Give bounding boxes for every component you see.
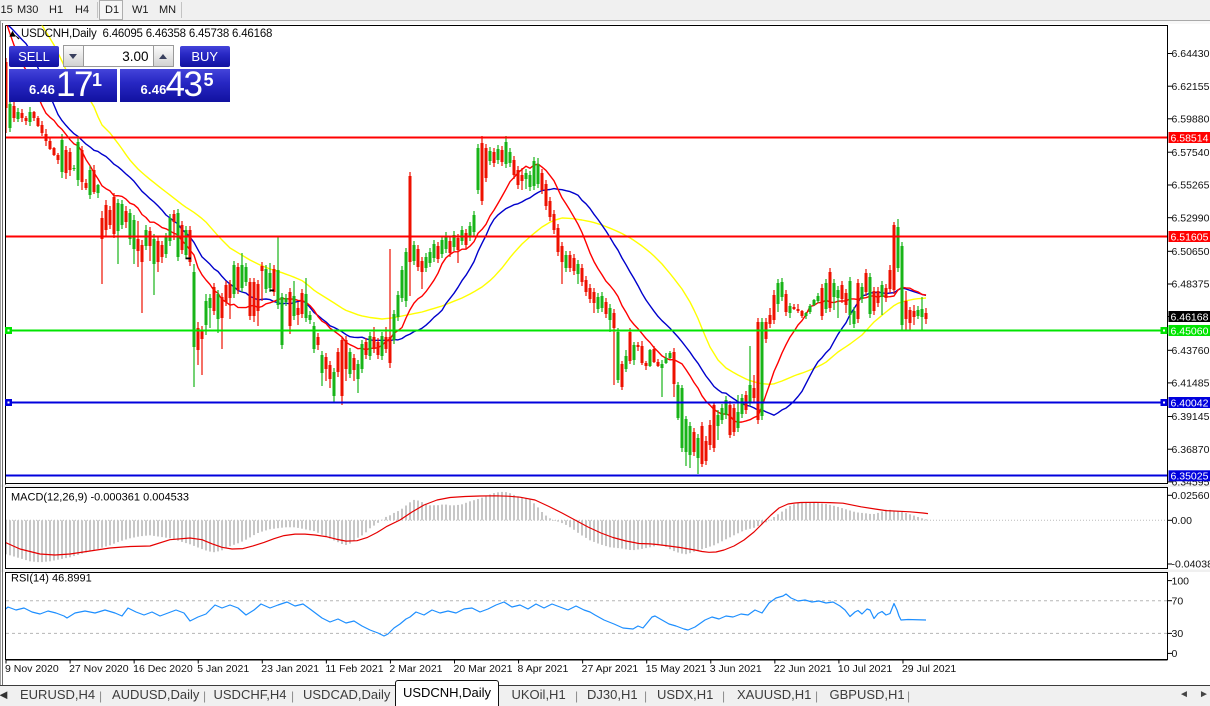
svg-text:8 Apr 2021: 8 Apr 2021 — [518, 663, 569, 675]
svg-text:6.50650: 6.50650 — [1172, 246, 1210, 258]
svg-text:0.00: 0.00 — [1172, 515, 1193, 527]
svg-text:3 Jun 2021: 3 Jun 2021 — [710, 663, 762, 675]
svg-text:15 May 2021: 15 May 2021 — [646, 663, 707, 675]
svg-text:27 Apr 2021: 27 Apr 2021 — [582, 663, 639, 675]
svg-text:11 Feb 2021: 11 Feb 2021 — [325, 663, 383, 675]
svg-text:6.62155: 6.62155 — [1172, 81, 1210, 93]
svg-text:6.64430: 6.64430 — [1172, 48, 1210, 60]
svg-text:10 Jul 2021: 10 Jul 2021 — [838, 663, 892, 675]
svg-text:29 Jul 2021: 29 Jul 2021 — [902, 663, 956, 675]
svg-text:23 Jan 2021: 23 Jan 2021 — [261, 663, 319, 675]
svg-text:22 Jun 2021: 22 Jun 2021 — [774, 663, 832, 675]
svg-text:6.48375: 6.48375 — [1172, 279, 1210, 291]
svg-text:6.35025: 6.35025 — [1171, 471, 1209, 483]
svg-text:6.58514: 6.58514 — [1171, 132, 1209, 144]
svg-text:27 Nov 2020: 27 Nov 2020 — [69, 663, 129, 675]
svg-text:20 Mar 2021: 20 Mar 2021 — [453, 663, 512, 675]
svg-text:USDCNH,Daily 6.46095 6.46358: USDCNH,Daily 6.46095 6.46358 6.45738 6.4… — [21, 28, 272, 40]
svg-text:MACD(12,26,9) -0.000361 0.0045: MACD(12,26,9) -0.000361 0.004533 — [11, 492, 189, 504]
svg-text:6.51605: 6.51605 — [1171, 231, 1209, 243]
svg-text:0: 0 — [1172, 648, 1178, 660]
svg-text:100: 100 — [1172, 575, 1190, 587]
svg-text:6.46168: 6.46168 — [1171, 311, 1209, 323]
svg-text:9 Nov 2020: 9 Nov 2020 — [5, 663, 59, 675]
svg-text:6.59880: 6.59880 — [1172, 114, 1210, 126]
svg-text:70: 70 — [1172, 595, 1184, 607]
svg-text:6.39145: 6.39145 — [1172, 411, 1210, 423]
svg-text:6.41485: 6.41485 — [1172, 378, 1210, 390]
svg-text:30: 30 — [1172, 628, 1184, 640]
svg-text:5 Jan 2021: 5 Jan 2021 — [197, 663, 249, 675]
svg-text:6.45060: 6.45060 — [1171, 325, 1209, 337]
svg-text:0.025609: 0.025609 — [1172, 490, 1210, 502]
svg-text:6.55265: 6.55265 — [1172, 180, 1210, 192]
svg-text:6.40042: 6.40042 — [1171, 397, 1209, 409]
svg-text:2 Mar 2021: 2 Mar 2021 — [389, 663, 442, 675]
svg-text:6.57540: 6.57540 — [1172, 147, 1210, 159]
svg-text:6.36870: 6.36870 — [1172, 444, 1210, 456]
svg-text:RSI(14) 46.8991: RSI(14) 46.8991 — [11, 573, 92, 585]
svg-text:6.52990: 6.52990 — [1172, 212, 1210, 224]
svg-text:6.43760: 6.43760 — [1172, 345, 1210, 357]
svg-text:-0.040388: -0.040388 — [1172, 559, 1210, 571]
svg-text:16 Dec 2020: 16 Dec 2020 — [133, 663, 193, 675]
